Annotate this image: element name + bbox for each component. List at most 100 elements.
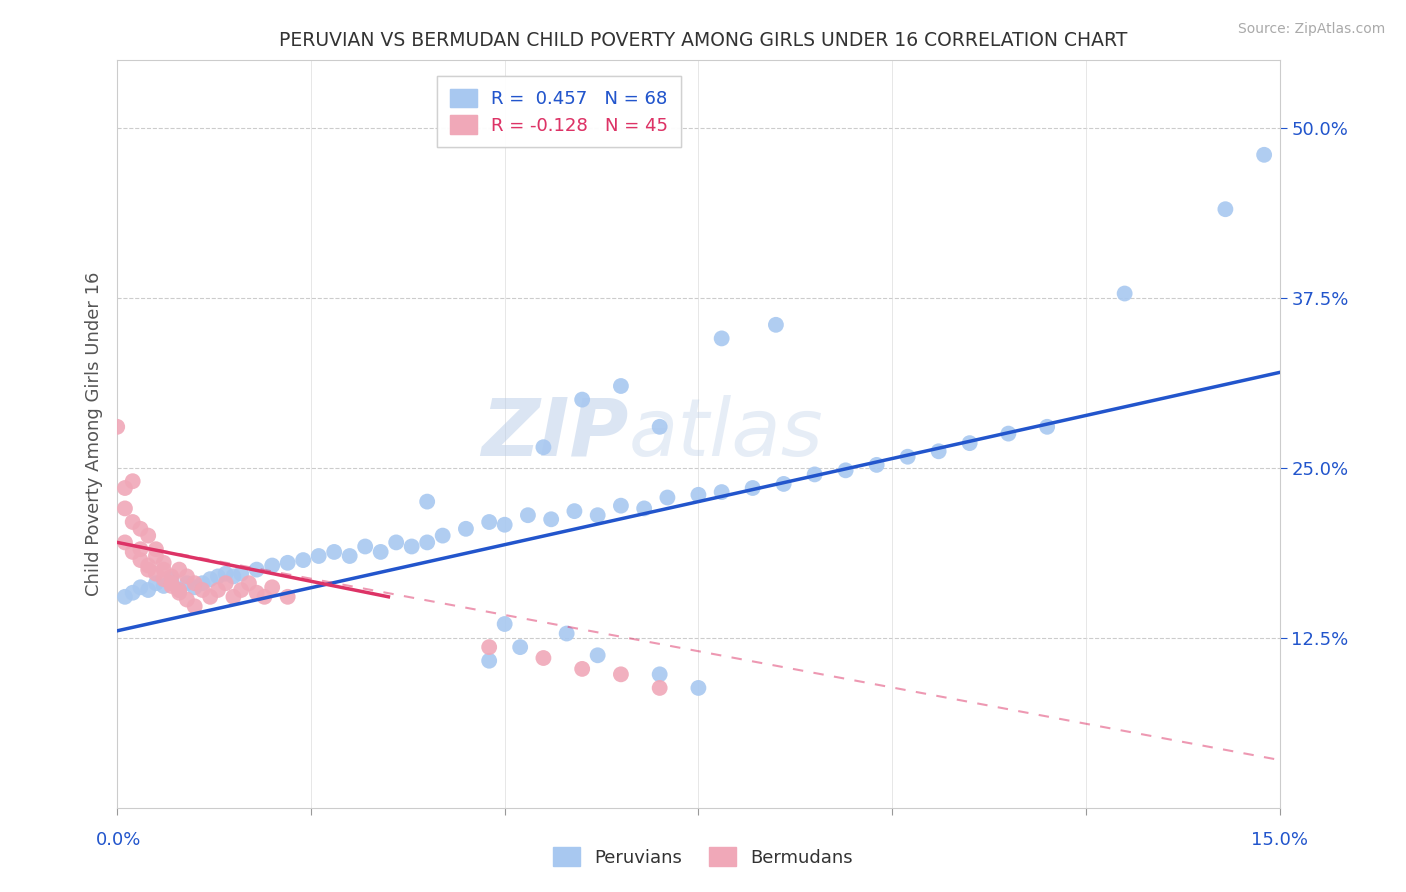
Point xyxy=(610,379,633,393)
Point xyxy=(121,515,143,529)
Point xyxy=(765,318,787,332)
Point xyxy=(231,566,253,581)
Point xyxy=(167,563,190,577)
Text: ZIP: ZIP xyxy=(481,394,628,473)
Point xyxy=(114,481,136,495)
Point xyxy=(478,640,501,654)
Point xyxy=(152,556,174,570)
Point xyxy=(494,617,516,632)
Point xyxy=(176,569,198,583)
Point xyxy=(145,576,167,591)
Point xyxy=(648,681,671,695)
Point xyxy=(710,331,733,345)
Point xyxy=(571,662,593,676)
Point xyxy=(207,582,229,597)
Point xyxy=(648,667,671,681)
Point xyxy=(354,540,377,554)
Point xyxy=(688,681,710,695)
Point xyxy=(136,528,159,542)
Point xyxy=(292,553,315,567)
Point xyxy=(533,440,555,454)
Point xyxy=(478,515,501,529)
Point xyxy=(207,569,229,583)
Point xyxy=(277,556,299,570)
Point xyxy=(897,450,920,464)
Point xyxy=(564,504,586,518)
Point xyxy=(834,463,856,477)
Point xyxy=(183,580,205,594)
Point xyxy=(1114,286,1136,301)
Point xyxy=(129,553,152,567)
Point xyxy=(494,517,516,532)
Point xyxy=(454,522,477,536)
Point xyxy=(928,444,950,458)
Point xyxy=(160,572,183,586)
Point xyxy=(152,572,174,586)
Point xyxy=(114,535,136,549)
Point xyxy=(136,558,159,573)
Point xyxy=(516,508,538,523)
Point xyxy=(191,576,214,591)
Point xyxy=(401,540,423,554)
Point xyxy=(533,651,555,665)
Point xyxy=(121,474,143,488)
Point xyxy=(586,648,609,663)
Point xyxy=(339,549,361,563)
Point xyxy=(432,528,454,542)
Point xyxy=(145,542,167,557)
Point xyxy=(997,426,1019,441)
Point xyxy=(215,576,238,591)
Point xyxy=(222,590,245,604)
Legend: R =  0.457   N = 68, R = -0.128   N = 45: R = 0.457 N = 68, R = -0.128 N = 45 xyxy=(437,76,681,147)
Point xyxy=(1036,419,1059,434)
Point xyxy=(222,569,245,583)
Point xyxy=(129,542,152,557)
Point xyxy=(176,592,198,607)
Point xyxy=(610,499,633,513)
Point xyxy=(277,590,299,604)
Point xyxy=(191,582,214,597)
Text: PERUVIAN VS BERMUDAN CHILD POVERTY AMONG GIRLS UNDER 16 CORRELATION CHART: PERUVIAN VS BERMUDAN CHILD POVERTY AMONG… xyxy=(278,31,1128,50)
Point xyxy=(1215,202,1237,217)
Point xyxy=(710,485,733,500)
Point xyxy=(145,566,167,581)
Point xyxy=(231,582,253,597)
Point xyxy=(215,566,238,581)
Point xyxy=(198,572,221,586)
Point xyxy=(198,590,221,604)
Point xyxy=(370,545,392,559)
Point xyxy=(308,549,330,563)
Point xyxy=(145,549,167,563)
Point xyxy=(121,585,143,599)
Point xyxy=(323,545,346,559)
Point xyxy=(183,599,205,614)
Point xyxy=(555,626,578,640)
Point xyxy=(741,481,763,495)
Point xyxy=(803,467,825,482)
Legend: Peruvians, Bermudans: Peruvians, Bermudans xyxy=(546,840,860,874)
Point xyxy=(160,569,183,583)
Point xyxy=(385,535,408,549)
Point xyxy=(416,535,439,549)
Point xyxy=(114,590,136,604)
Point xyxy=(571,392,593,407)
Point xyxy=(246,585,269,599)
Point xyxy=(540,512,562,526)
Point xyxy=(160,576,183,591)
Text: 15.0%: 15.0% xyxy=(1250,831,1308,849)
Point xyxy=(176,576,198,591)
Point xyxy=(866,458,889,472)
Point xyxy=(657,491,679,505)
Point xyxy=(478,654,501,668)
Point xyxy=(262,558,284,573)
Point xyxy=(772,477,794,491)
Point xyxy=(129,580,152,594)
Point xyxy=(586,508,609,523)
Point xyxy=(246,563,269,577)
Text: Source: ZipAtlas.com: Source: ZipAtlas.com xyxy=(1237,22,1385,37)
Point xyxy=(160,579,183,593)
Point xyxy=(167,585,190,599)
Point xyxy=(129,522,152,536)
Point xyxy=(253,590,276,604)
Point xyxy=(105,419,128,434)
